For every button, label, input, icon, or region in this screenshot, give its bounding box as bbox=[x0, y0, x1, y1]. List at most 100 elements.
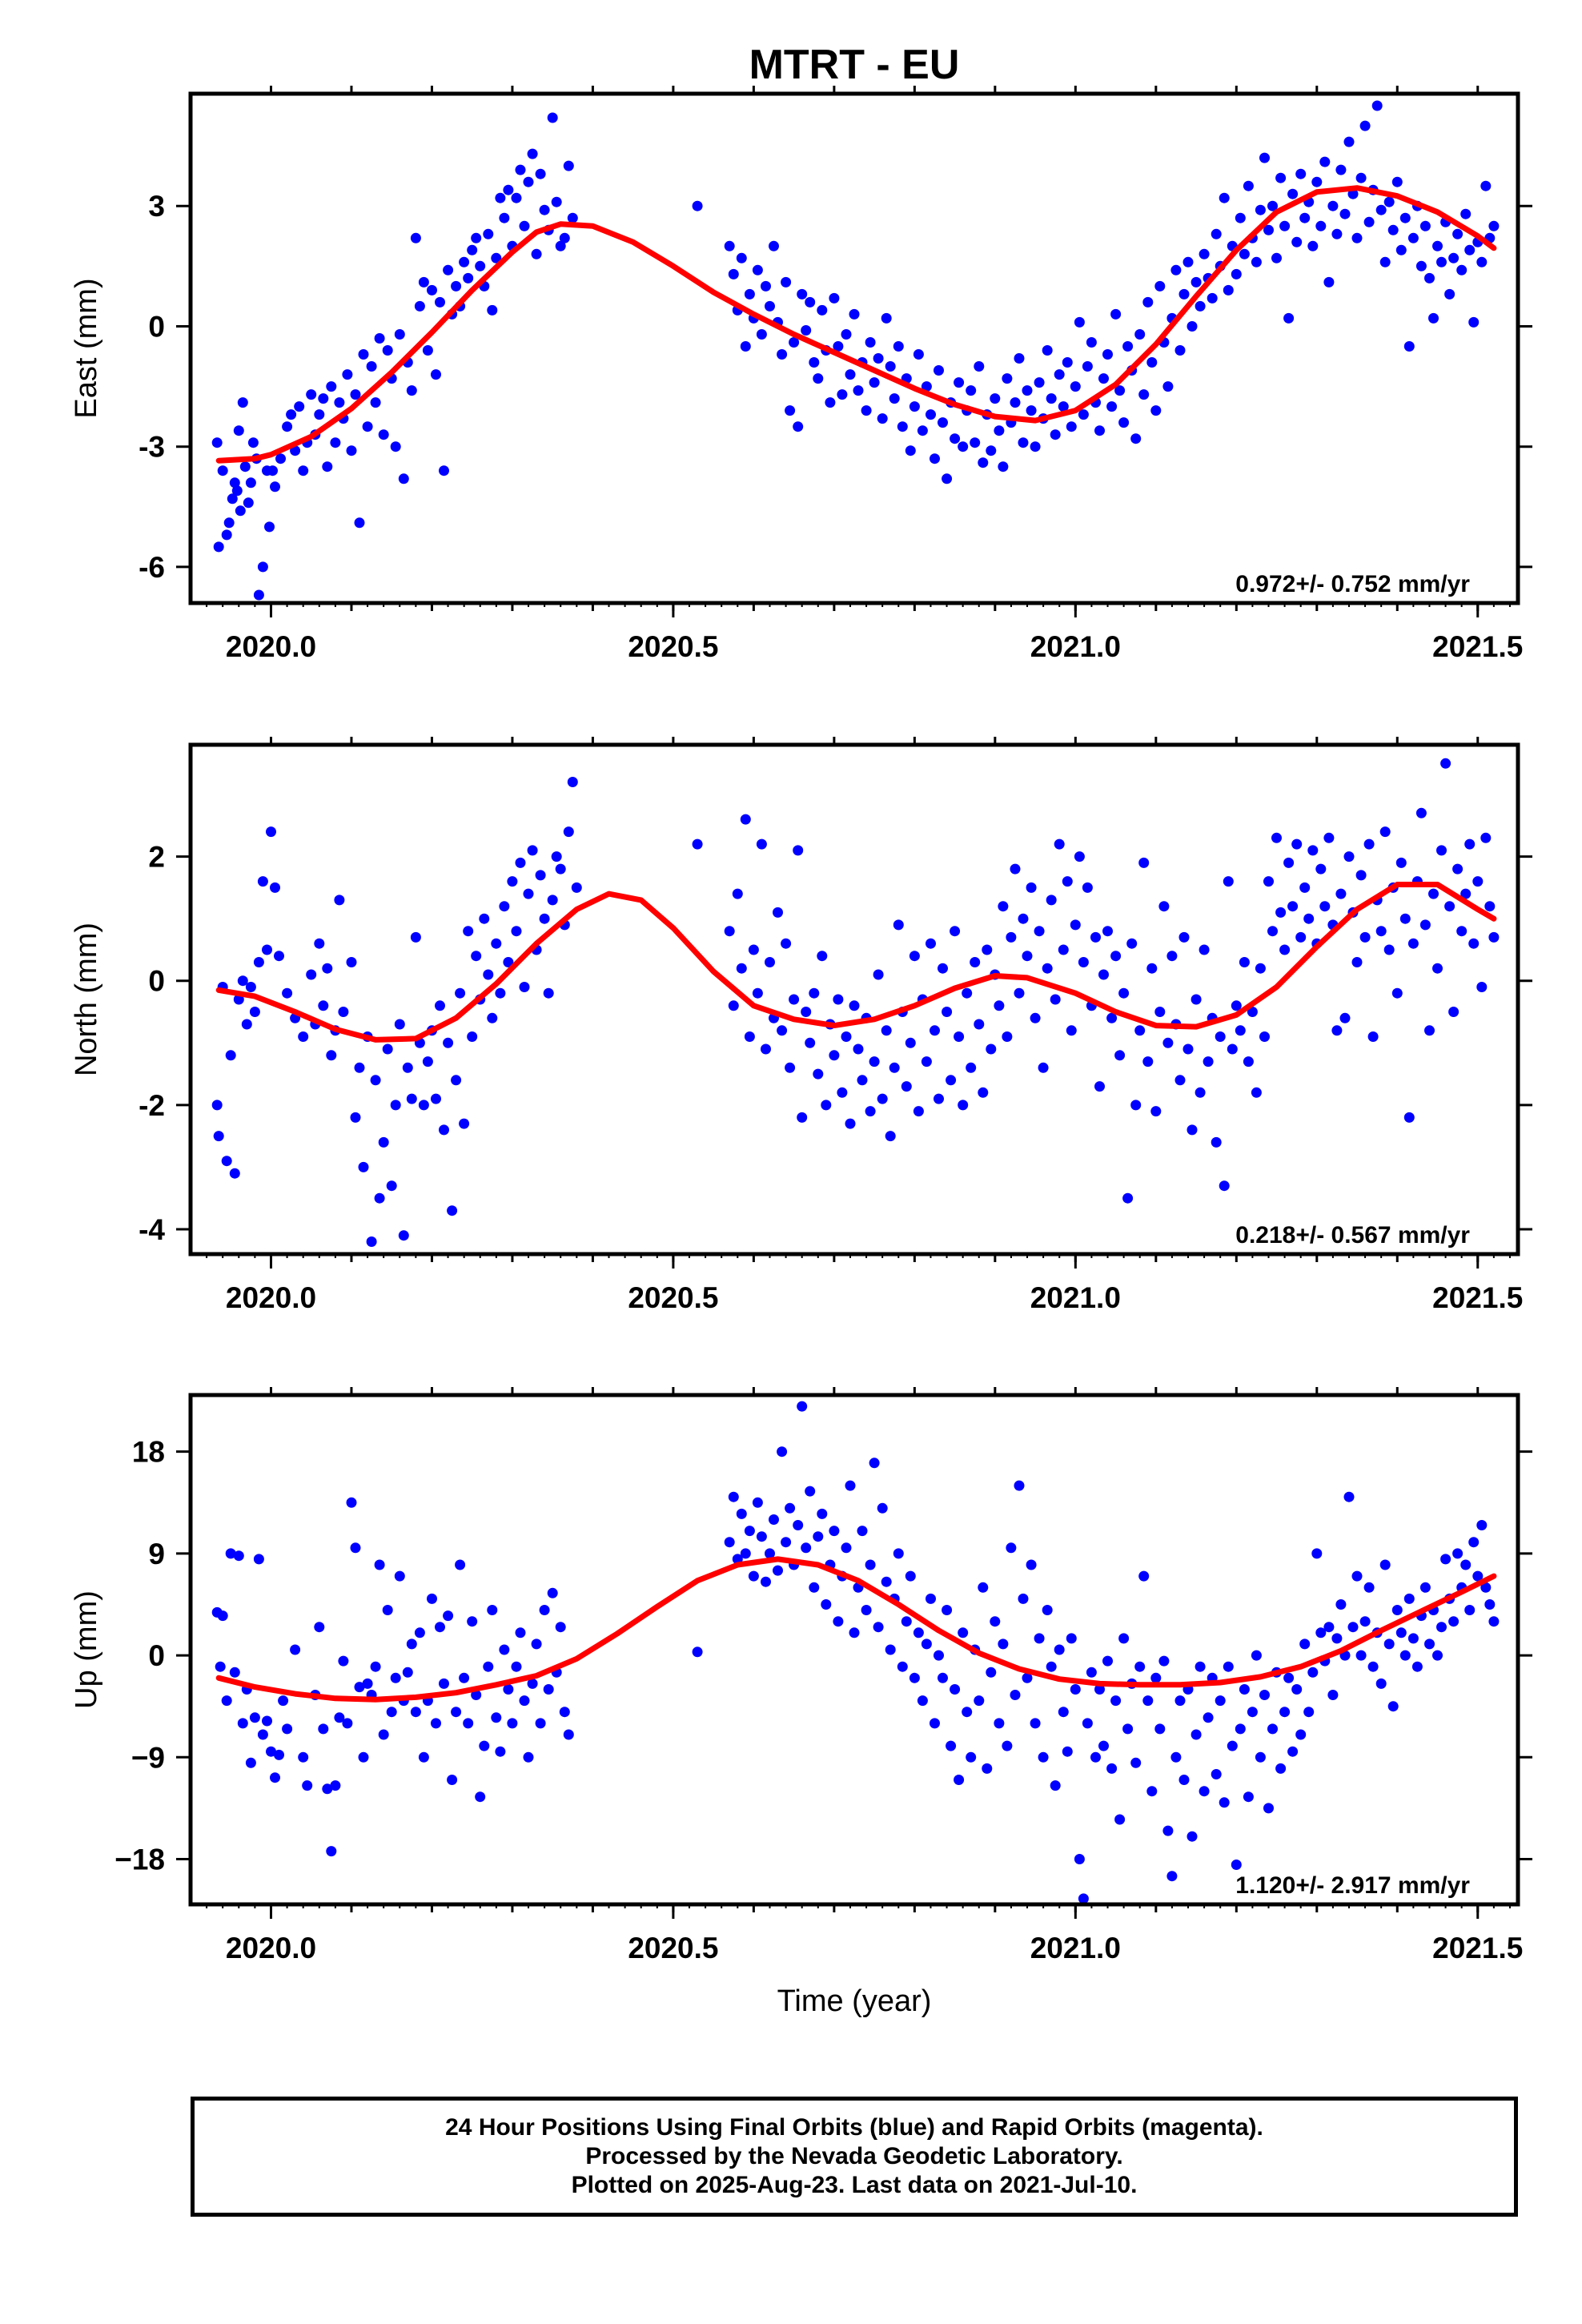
data-point bbox=[849, 1627, 860, 1638]
data-point bbox=[257, 1729, 268, 1740]
x-tick-label: 2020.0 bbox=[226, 1281, 316, 1314]
data-point bbox=[237, 397, 248, 408]
data-point bbox=[1146, 1786, 1158, 1797]
data-point bbox=[845, 1480, 856, 1491]
data-point bbox=[1070, 1684, 1081, 1695]
panel-north: 2020.0 2020.5 2021.0 2021.5 -4 -2 0 2 North (mm)… bbox=[70, 737, 1532, 1314]
data-point bbox=[1138, 1570, 1150, 1582]
data-point bbox=[463, 1718, 474, 1729]
data-point bbox=[1247, 1707, 1258, 1718]
figure-title: MTRT - EU bbox=[749, 42, 960, 88]
data-point bbox=[942, 1007, 953, 1017]
data-point bbox=[406, 1093, 417, 1104]
data-point bbox=[495, 1746, 506, 1757]
data-point bbox=[1472, 876, 1484, 887]
data-point bbox=[435, 1622, 445, 1633]
data-point bbox=[1315, 1627, 1327, 1638]
data-point bbox=[1026, 405, 1037, 416]
data-point bbox=[358, 1751, 369, 1763]
data-point bbox=[1207, 292, 1218, 304]
footer-line-3: Plotted on 2025-Aug-23. Last data on 202… bbox=[571, 2172, 1138, 2198]
data-point bbox=[262, 1715, 272, 1727]
data-point bbox=[1182, 1043, 1194, 1055]
velocity-label: 0.218+/- 0.567 mm/yr bbox=[1235, 1222, 1470, 1248]
data-point bbox=[571, 882, 582, 893]
data-point bbox=[877, 1093, 888, 1104]
data-point bbox=[374, 333, 385, 344]
data-point bbox=[1034, 1633, 1045, 1644]
data-point bbox=[994, 1718, 1005, 1729]
data-point bbox=[318, 393, 329, 404]
data-point bbox=[1295, 1729, 1307, 1740]
data-point bbox=[527, 845, 538, 856]
data-point bbox=[551, 196, 562, 207]
data-point bbox=[1174, 1075, 1186, 1086]
data-point bbox=[479, 913, 490, 924]
data-point bbox=[1379, 826, 1391, 838]
data-point bbox=[1227, 1740, 1238, 1751]
data-point bbox=[1199, 944, 1210, 955]
data-point bbox=[1448, 1616, 1460, 1627]
data-point bbox=[511, 192, 522, 203]
data-point bbox=[1186, 321, 1198, 332]
data-point bbox=[1335, 888, 1347, 899]
data-point bbox=[813, 373, 824, 384]
data-point bbox=[990, 393, 1001, 404]
data-point bbox=[1074, 316, 1085, 328]
data-point bbox=[1395, 857, 1407, 868]
data-point bbox=[334, 1712, 345, 1723]
data-point bbox=[1331, 1633, 1343, 1644]
data-point bbox=[1267, 1723, 1278, 1735]
data-point bbox=[1211, 228, 1222, 239]
data-point bbox=[1082, 882, 1093, 893]
data-point bbox=[1335, 164, 1347, 175]
data-point bbox=[342, 1718, 353, 1729]
data-point bbox=[459, 256, 470, 267]
data-point bbox=[245, 477, 256, 489]
data-point bbox=[769, 1514, 779, 1525]
y-tick-label: -2 bbox=[139, 1089, 165, 1122]
data-point bbox=[239, 461, 251, 472]
data-point bbox=[926, 409, 936, 420]
data-point bbox=[917, 1695, 928, 1707]
data-point bbox=[1287, 901, 1299, 912]
data-point bbox=[845, 369, 856, 380]
data-point bbox=[1419, 919, 1431, 931]
data-point bbox=[1014, 353, 1025, 364]
data-point bbox=[1291, 236, 1303, 247]
data-point bbox=[1287, 1746, 1299, 1757]
y-tick-label: 9 bbox=[148, 1538, 165, 1570]
data-point bbox=[1275, 172, 1287, 183]
data-point bbox=[217, 465, 228, 476]
data-point bbox=[1243, 180, 1254, 191]
data-point bbox=[491, 252, 502, 263]
data-point bbox=[1484, 1599, 1496, 1610]
data-point bbox=[793, 421, 804, 432]
data-point bbox=[962, 987, 973, 999]
data-point bbox=[865, 1559, 876, 1570]
data-point bbox=[282, 421, 293, 432]
data-point bbox=[740, 814, 751, 825]
data-point bbox=[1424, 1638, 1435, 1650]
data-point bbox=[1371, 100, 1383, 111]
data-point bbox=[1010, 1690, 1021, 1700]
data-point bbox=[1411, 1661, 1423, 1672]
data-point bbox=[1219, 1797, 1230, 1808]
velocity-label: 0.972+/- 0.752 mm/yr bbox=[1235, 571, 1470, 597]
data-point bbox=[1367, 1661, 1379, 1672]
data-point bbox=[1323, 1622, 1335, 1633]
data-point bbox=[398, 1230, 409, 1241]
data-point bbox=[934, 1650, 944, 1661]
data-point bbox=[455, 1559, 466, 1570]
plot-area bbox=[211, 100, 1500, 601]
data-point bbox=[841, 329, 852, 340]
data-point bbox=[270, 1772, 280, 1783]
x-tick-label: 2021.5 bbox=[1432, 630, 1523, 663]
data-point bbox=[386, 1180, 397, 1192]
data-point bbox=[563, 1729, 574, 1740]
data-point bbox=[213, 541, 224, 553]
data-point bbox=[1014, 987, 1025, 999]
data-point bbox=[1235, 1025, 1246, 1036]
data-point bbox=[1014, 1480, 1025, 1491]
data-point bbox=[350, 1112, 361, 1123]
